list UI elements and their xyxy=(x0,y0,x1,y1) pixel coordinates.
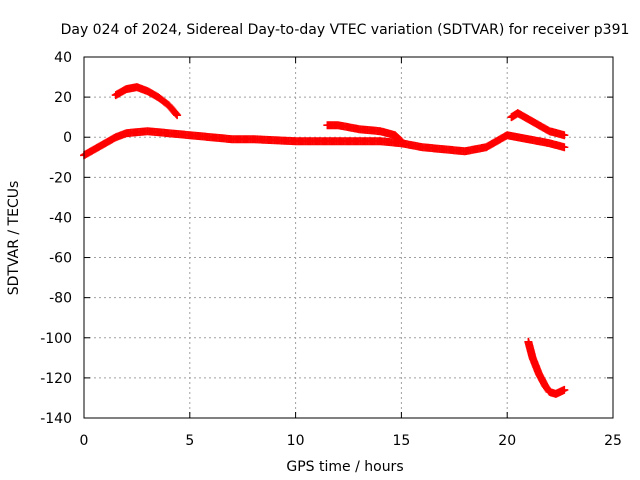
x-tick-label: 15 xyxy=(392,433,410,449)
y-tick-label: -140 xyxy=(40,411,72,427)
y-axis-label: SDTVAR / TECUs xyxy=(6,181,22,296)
y-tick-label: -40 xyxy=(49,210,72,226)
data-point xyxy=(560,385,569,394)
data-point xyxy=(397,137,406,146)
y-tick-label: -120 xyxy=(40,371,72,387)
y-tick-label: 0 xyxy=(63,130,72,146)
y-tick-label: -20 xyxy=(49,170,72,186)
series-main xyxy=(80,127,569,160)
data-point xyxy=(396,136,405,145)
series-arc-2 xyxy=(323,121,406,146)
x-tick-label: 25 xyxy=(604,433,622,449)
chart-title: Day 024 of 2024, Sidereal Day-to-day VTE… xyxy=(61,22,630,38)
plot-frame xyxy=(83,56,614,419)
x-axis-label: GPS time / hours xyxy=(286,459,403,475)
x-tick-label: 5 xyxy=(185,433,194,449)
series-arc-1 xyxy=(111,83,182,120)
y-tick-label: 20 xyxy=(54,90,72,106)
y-tick-label: -100 xyxy=(40,331,72,347)
series-arc-4 xyxy=(524,337,569,398)
x-tick-label: 0 xyxy=(80,433,89,449)
data-point xyxy=(173,111,182,120)
y-tick-label: 40 xyxy=(54,50,72,66)
axis-ticks: 0 5 10 15 20 25 40 20 0 -20 -40 -60 -80 -100 -120 -140 xyxy=(40,50,622,449)
x-tick-label: 20 xyxy=(498,433,516,449)
data-point xyxy=(172,110,181,119)
data-point xyxy=(560,143,569,152)
y-tick-label: -60 xyxy=(49,251,72,267)
series-arc-3 xyxy=(507,109,569,140)
x-tick-label: 10 xyxy=(287,433,305,449)
data-point xyxy=(560,131,569,140)
y-tick-label: -80 xyxy=(49,291,72,307)
data-marks xyxy=(80,83,569,398)
